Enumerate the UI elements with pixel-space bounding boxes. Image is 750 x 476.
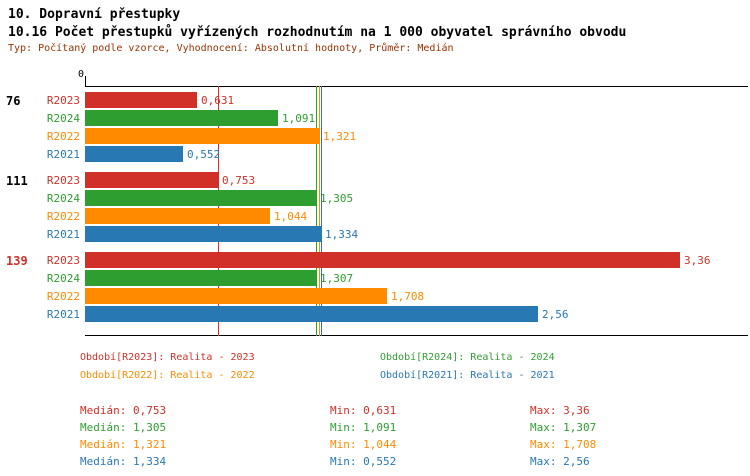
group-label: 76	[6, 94, 21, 108]
chart-header: 10. Dopravní přestupky 10.16 Počet přest…	[0, 0, 750, 56]
median-line	[316, 86, 317, 336]
series-label: R2021	[46, 147, 80, 161]
stat-min: Min: 0,552	[330, 455, 397, 468]
page-title: 10. Dopravní přestupky	[8, 7, 181, 22]
series-label: R2024	[46, 271, 80, 285]
stat-min: Min: 1,044	[330, 438, 397, 451]
chart-meta: Typ: Počítaný podle vzorce, Vyhodnocení:…	[8, 43, 454, 54]
bar	[85, 190, 316, 206]
bar-row: R2023 3,36	[0, 251, 750, 269]
series-label: R2024	[46, 191, 80, 205]
bar	[85, 110, 278, 126]
bar	[85, 306, 538, 322]
stat-median: Medián: 1,305	[80, 421, 167, 434]
bar-row: R2022 1,044	[0, 207, 750, 225]
bar	[85, 208, 270, 224]
series-label: R2021	[46, 227, 80, 241]
bar-value-label: 1,334	[325, 227, 359, 241]
bar-row: R2024 1,091	[0, 109, 750, 127]
axis-line-top	[85, 86, 748, 87]
chart-area: 0 76 R2023 0,631 R2024 1,091 R2022 1,321 R2021 0…	[0, 69, 750, 336]
bar-value-label: 1,305	[320, 191, 354, 205]
stat-max: Max: 2,56	[530, 455, 590, 468]
bar-value-label: 1,044	[274, 209, 308, 223]
legend: Období[R2023]: Realita - 2023 Období[R202…	[80, 350, 750, 384]
bar-group: 111 R2023 0,753 R2024 1,305 R2022 1,044 R2021 1,…	[0, 171, 750, 243]
stat-max: Max: 1,708	[530, 438, 597, 451]
bar	[85, 92, 197, 108]
axis-line-bottom	[85, 335, 748, 336]
series-label: R2022	[46, 129, 80, 143]
stats: Medián: 0,753 Min: 0,631 Max: 3,36 Medián: …	[80, 404, 750, 469]
bar	[85, 172, 218, 188]
group-label: 139	[6, 254, 28, 268]
bar-value-label: 0,753	[222, 173, 256, 187]
bar-row: R2023 0,631	[0, 91, 750, 109]
bar-row: R2022 1,321	[0, 127, 750, 145]
series-label: R2022	[46, 289, 80, 303]
bar-value-label: 1,307	[320, 271, 354, 285]
series-label: R2022	[46, 209, 80, 223]
series-label: R2024	[46, 111, 80, 125]
legend-item: Období[R2024]: Realita - 2024	[380, 352, 555, 363]
stat-median: Medián: 1,321	[80, 438, 167, 451]
axis-zero-label: 0	[78, 69, 85, 80]
bar-value-label: 3,36	[684, 253, 711, 267]
bar-group: 76 R2023 0,631 R2024 1,091 R2022 1,321 R2021 0,5…	[0, 91, 750, 163]
bar	[85, 226, 321, 242]
bar-group: 139 R2023 3,36 R2024 1,307 R2022 1,708 R2021 2,5…	[0, 251, 750, 323]
bar-row: R2023 0,753	[0, 171, 750, 189]
median-line	[319, 86, 320, 336]
bar-row: R2021 0,552	[0, 145, 750, 163]
bar-row: R2021 1,334	[0, 225, 750, 243]
bar	[85, 128, 319, 144]
series-label: R2023	[46, 253, 80, 267]
series-label: R2023	[46, 173, 80, 187]
bar-row: R2022 1,708	[0, 287, 750, 305]
stat-max: Max: 1,307	[530, 421, 597, 434]
bar-row: R2024 1,305	[0, 189, 750, 207]
bar-row: R2024 1,307	[0, 269, 750, 287]
series-label: R2023	[46, 93, 80, 107]
indicator-title: 10.16 Počet přestupků vyřízených rozhodn…	[8, 25, 627, 40]
bar-value-label: 0,552	[187, 147, 221, 161]
legend-item: Období[R2022]: Realita - 2022	[80, 370, 255, 381]
bar-value-label: 1,708	[391, 289, 425, 303]
bar-value-label: 0,631	[201, 93, 235, 107]
axis-zero-tick	[85, 76, 86, 86]
stat-median: Medián: 0,753	[80, 404, 167, 417]
stat-min: Min: 0,631	[330, 404, 397, 417]
stat-median: Medián: 1,334	[80, 455, 167, 468]
bar	[85, 146, 183, 162]
stat-min: Min: 1,091	[330, 421, 397, 434]
group-label: 111	[6, 174, 28, 188]
bar-row: R2021 2,56	[0, 305, 750, 323]
bar	[85, 252, 680, 268]
legend-item: Období[R2023]: Realita - 2023	[80, 352, 255, 363]
series-label: R2021	[46, 307, 80, 321]
stat-max: Max: 3,36	[530, 404, 590, 417]
bar-value-label: 2,56	[542, 307, 569, 321]
bar	[85, 270, 316, 286]
legend-item: Období[R2021]: Realita - 2021	[380, 370, 555, 381]
bar	[85, 288, 387, 304]
bar-value-label: 1,091	[282, 111, 316, 125]
median-line	[321, 86, 322, 336]
bar-value-label: 1,321	[323, 129, 357, 143]
